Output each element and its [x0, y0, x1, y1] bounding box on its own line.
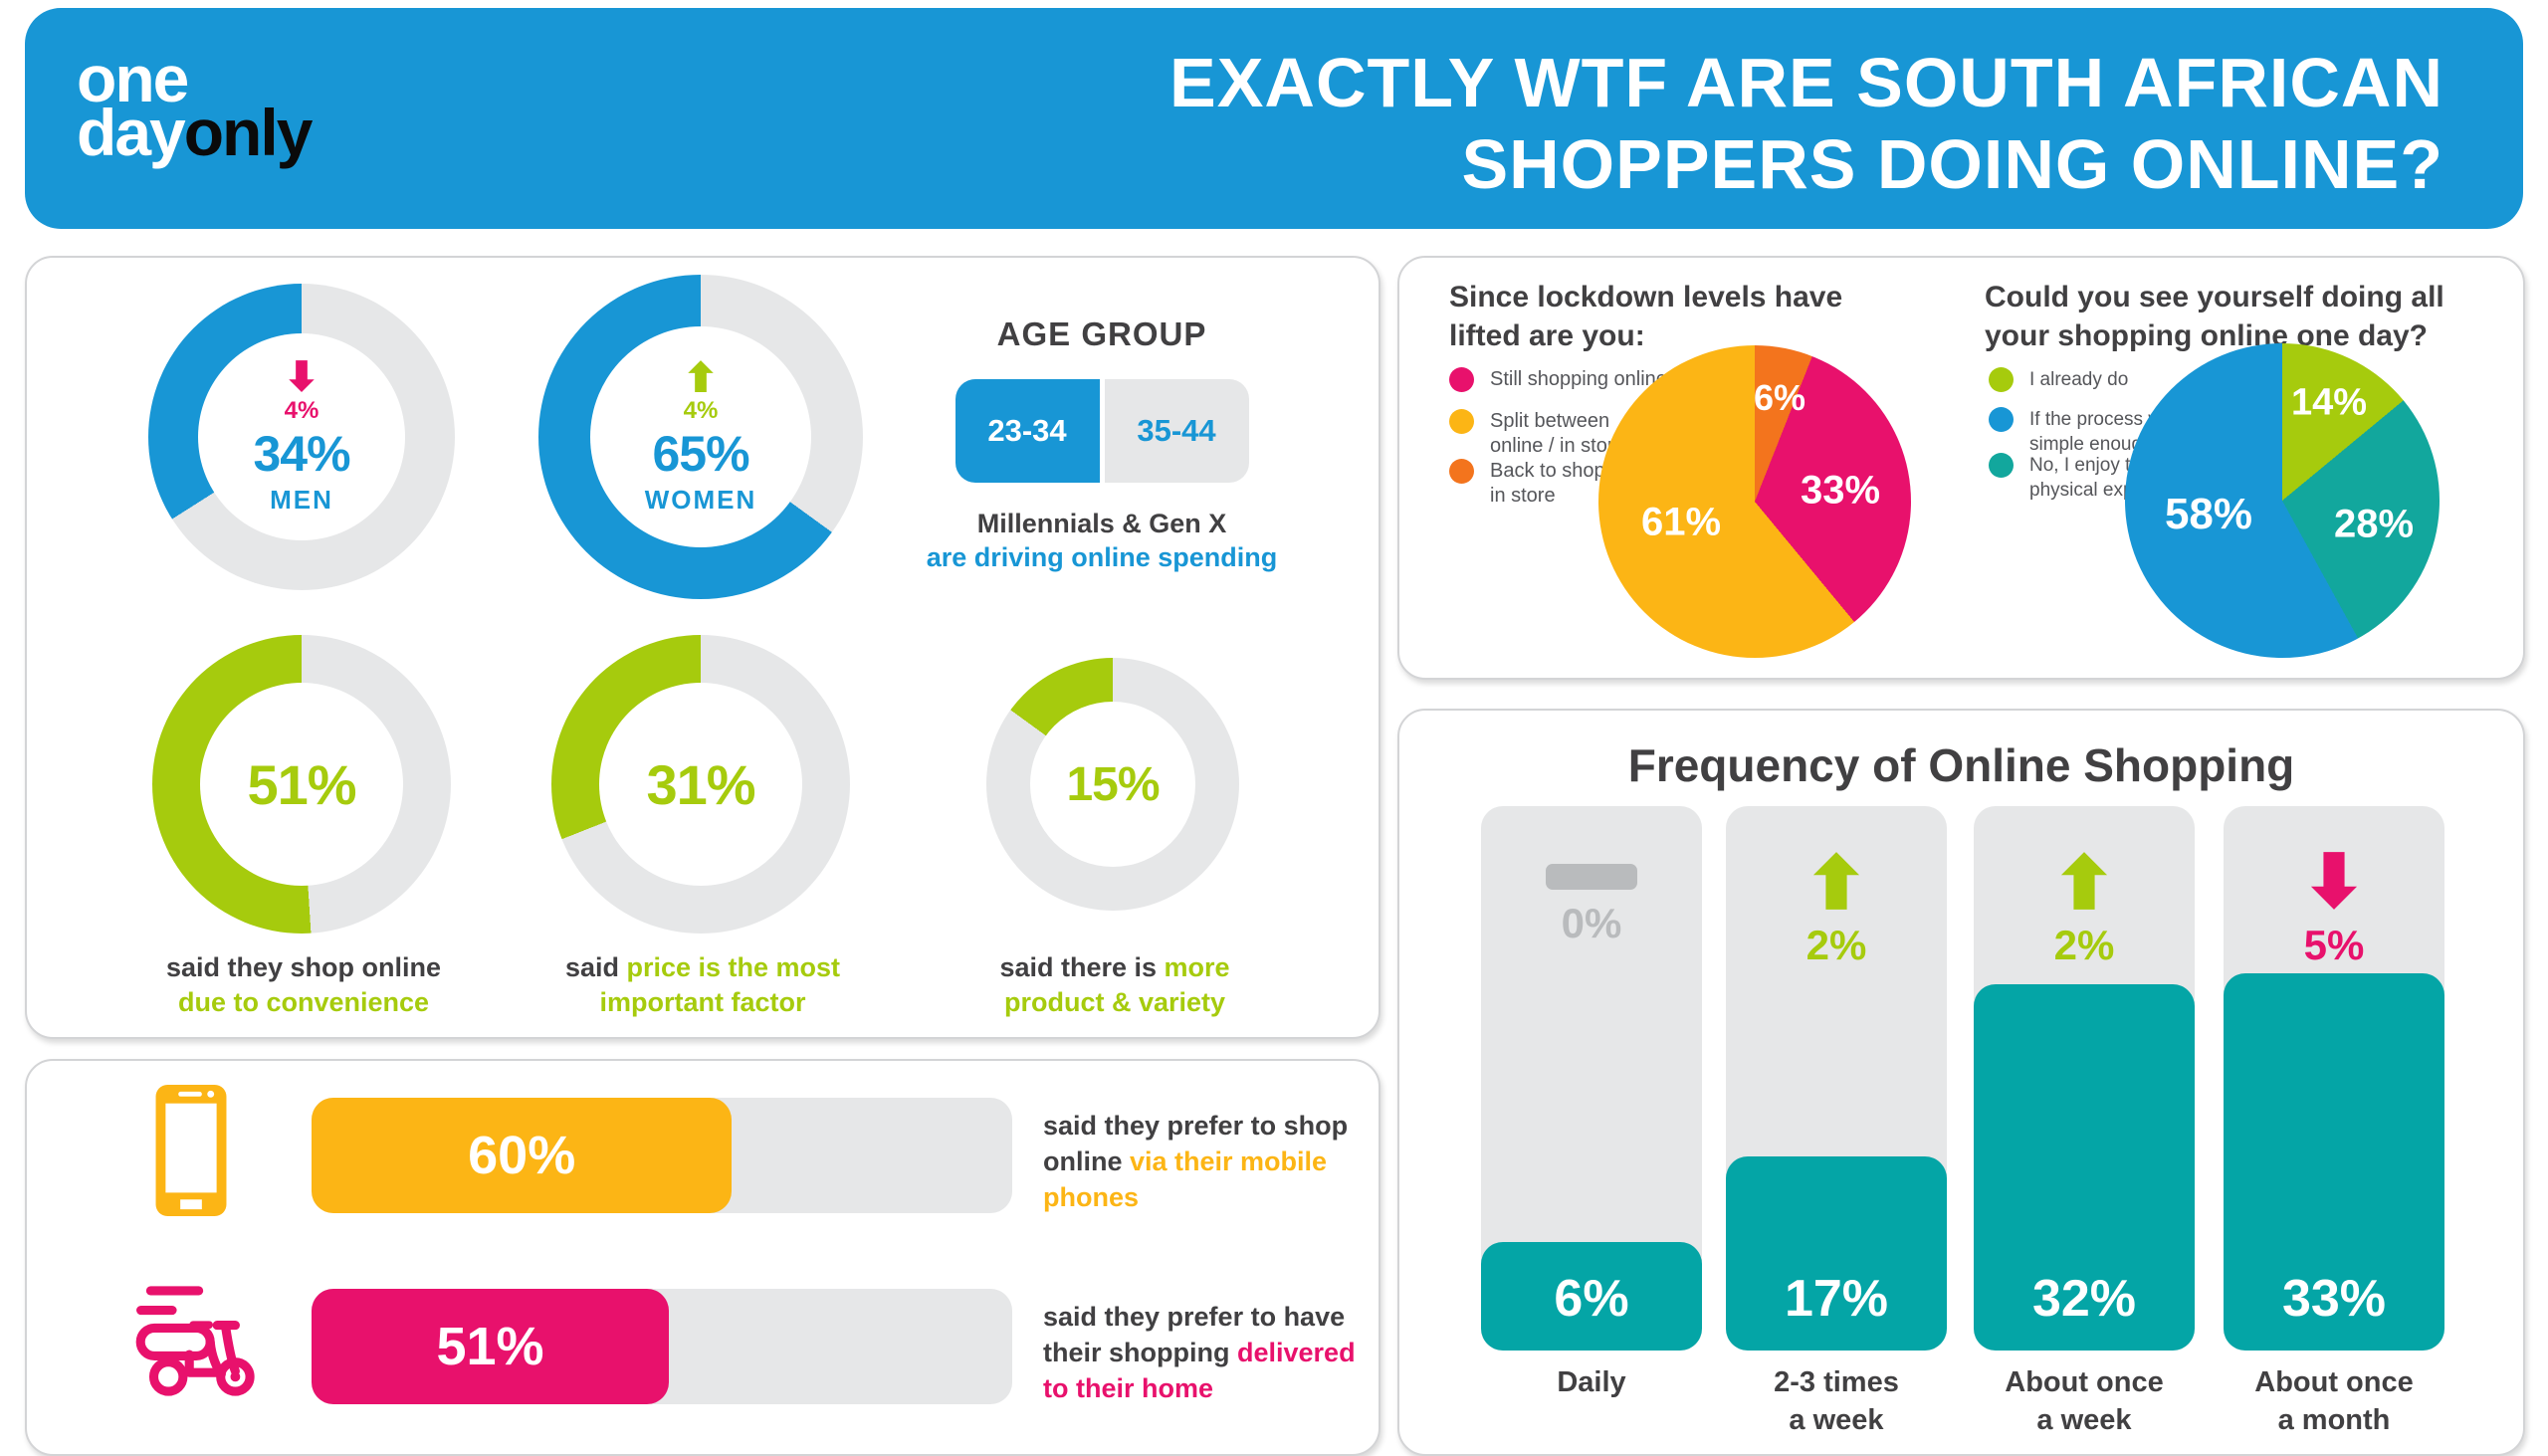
- slice-label-if-simple: 58%: [2164, 490, 2253, 538]
- arrow-down-icon: [289, 359, 315, 392]
- women-change-value: 4%: [683, 396, 719, 424]
- mobile-shopping-bar-fill: 60%: [312, 1098, 733, 1213]
- mobile-shopping-caption: said they prefer to shop online via thei…: [1043, 1111, 1349, 1212]
- legend-item-still-shopping-online: Still shopping online: [1449, 367, 1667, 392]
- lockdown-pie-chart: 6% 33% 61%: [1598, 345, 1911, 658]
- delivery-caption: said they prefer to have their shopping …: [1043, 1302, 1356, 1403]
- once-a-week-bar-fill: 32%: [1974, 984, 2195, 1351]
- delivery-percentage: 51%: [436, 1317, 544, 1376]
- donut-hole: [1030, 702, 1195, 867]
- page-title: EXACTLY WTF ARE SOUTH AFRICAN SHOPPERS D…: [1169, 44, 2443, 203]
- arrow-up-icon: [1812, 852, 1860, 910]
- daily-bar-fill: 6%: [1481, 1241, 1702, 1351]
- donut-chart-men: 4% 34% MEN: [148, 284, 455, 590]
- delivery-scooter-icon: [135, 1286, 255, 1396]
- 2-3-times-percentage: 17%: [1784, 1270, 1889, 1328]
- category-label-once-a-month: About once a month: [2254, 1366, 2414, 1436]
- men-percentage: 34%: [253, 425, 350, 482]
- frequency-bar-daily: 0% 6%: [1481, 806, 1702, 1351]
- legend-dot: [1989, 453, 2014, 478]
- age-group-heading: AGE GROUP: [996, 315, 1207, 352]
- slice-label-already-do: 14%: [2290, 381, 2368, 424]
- frequency-bar-2-3-times: 2% 17%: [1726, 806, 1947, 1351]
- donut-chart-women: 4% 65% WOMEN: [538, 275, 863, 599]
- legend-dot: [1989, 367, 2014, 392]
- onedayonly-logo: one dayonly: [77, 42, 313, 169]
- delivery-bar-fill: 51%: [312, 1289, 670, 1404]
- 2-3-times-bar-fill: 17%: [1726, 1155, 1947, 1351]
- donut-chart-convenience: 51%: [152, 635, 451, 934]
- women-percentage: 65%: [652, 425, 749, 482]
- price-percentage: 31%: [646, 752, 755, 816]
- legend-item-split-online-instore: Split between online / in store: [1449, 409, 1625, 459]
- category-label-2-3-times: 2-3 times a week: [1774, 1366, 1899, 1436]
- men-change-value: 4%: [284, 396, 319, 424]
- frequency-card: Frequency of Online Shopping 0% 6% 2% 17…: [1397, 709, 2525, 1456]
- frequency-bar-once-a-week: 2% 32%: [1974, 806, 2195, 1351]
- convenience-caption: said they shop online due to convenience: [165, 952, 442, 1017]
- legend-dot: [1449, 367, 1474, 392]
- no-change-icon: [1546, 864, 1637, 890]
- category-label-daily: Daily: [1557, 1366, 1626, 1398]
- online-one-day-pie-chart: 14% 28% 58%: [2125, 343, 2440, 658]
- online-one-day-question: Could you see yourself doing all your sh…: [1985, 281, 2444, 352]
- slice-label-still-online: 33%: [1800, 468, 1881, 513]
- age-range-23-34: 23-34: [955, 379, 1100, 483]
- slice-label-split: 61%: [1640, 500, 1722, 544]
- frequency-chart-title: Frequency of Online Shopping: [1627, 739, 2295, 791]
- legend-dot: [1989, 407, 2014, 432]
- frequency-bar-once-a-month: 5% 33%: [2224, 806, 2444, 1351]
- preferences-card: 60% said they prefer to shop online via …: [25, 1059, 1380, 1456]
- survey-pies-card: Since lockdown levels have lifted are yo…: [1397, 256, 2525, 680]
- lockdown-question: Since lockdown levels have lifted are yo…: [1449, 281, 1843, 352]
- 2-3-times-change: 2%: [1805, 922, 1867, 968]
- mobile-shopping-percentage: 60%: [468, 1126, 576, 1185]
- once-a-week-percentage: 32%: [2031, 1270, 2137, 1328]
- category-label-once-a-week: About once a week: [2005, 1366, 2164, 1436]
- convenience-percentage: 51%: [247, 752, 356, 816]
- logo-line-2: dayonly: [77, 96, 313, 169]
- mobile-shopping-bar-track: 60%: [312, 1098, 1012, 1213]
- once-a-month-change: 5%: [2303, 922, 2365, 968]
- legend-dot: [1449, 459, 1474, 484]
- age-group-block: AGE GROUP 23-34 35-44 Millennials & Gen …: [923, 315, 1281, 574]
- price-caption: said price is the most important factor: [564, 952, 841, 1017]
- women-label: WOMEN: [644, 484, 757, 515]
- once-a-month-percentage: 33%: [2281, 1270, 2387, 1328]
- variety-caption: said there is more product & variety: [999, 952, 1230, 1017]
- arrow-up-icon: [2060, 852, 2108, 910]
- legend-dot: [1449, 409, 1474, 434]
- once-a-month-bar-fill: 33%: [2224, 972, 2444, 1351]
- slice-label-back-in-store: 6%: [1753, 377, 1806, 418]
- variety-percentage: 15%: [1066, 757, 1160, 811]
- donut-chart-price: 31%: [551, 635, 850, 934]
- demographics-card: 4% 34% MEN 4% 65% WOMEN AGE GROUP 23-34 …: [25, 256, 1380, 1039]
- daily-percentage: 6%: [1554, 1270, 1629, 1328]
- slice-label-enjoy-physical: 28%: [2333, 502, 2415, 546]
- donut-hole: [200, 683, 403, 886]
- daily-change: 0%: [1561, 900, 1622, 946]
- legend-item-already-do: I already do: [1989, 367, 2128, 392]
- delivery-bar-track: 51%: [312, 1289, 1012, 1404]
- men-label: MEN: [270, 484, 333, 515]
- once-a-week-change: 2%: [2053, 922, 2115, 968]
- logo-line-1: one: [77, 42, 189, 115]
- age-group-boxes: 23-34 35-44: [923, 379, 1281, 483]
- arrow-down-icon: [2310, 852, 2358, 910]
- header-banner: one dayonly EXACTLY WTF ARE SOUTH AFRICA…: [25, 8, 2523, 229]
- mobile-phone-icon: [155, 1084, 227, 1217]
- age-group-note: Millennials & Gen X are driving online s…: [926, 509, 1278, 572]
- age-range-35-44: 35-44: [1104, 379, 1249, 483]
- arrow-up-icon: [688, 359, 714, 392]
- donut-hole: [599, 683, 802, 886]
- donut-chart-variety: 15%: [986, 658, 1239, 911]
